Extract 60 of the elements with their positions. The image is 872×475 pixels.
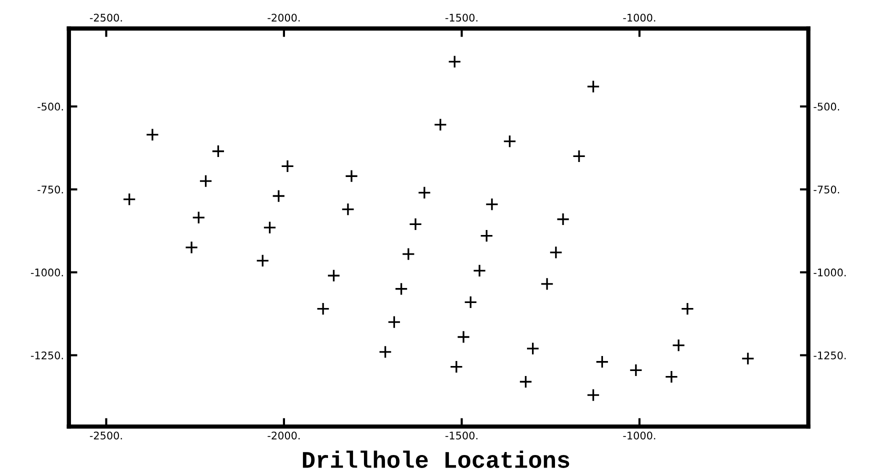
point [263,220,276,234]
point [256,254,270,268]
point [434,118,448,132]
point [122,192,136,206]
point [556,212,570,226]
y-tick-label: -500. [38,102,63,111]
point [485,198,499,211]
point [408,218,422,231]
x-tick-label: -1500. [445,432,478,440]
point [680,302,694,316]
point [402,247,416,261]
point [596,355,609,369]
text: Drillhole Locations [302,450,570,468]
point [280,160,294,173]
point [388,315,401,329]
point [456,330,470,344]
point [146,128,160,142]
x2-tick-label: -2500. [90,14,122,22]
y2-tick-label: -500. [814,102,840,111]
point [394,282,408,296]
point [540,277,554,291]
x2-tick-label: -1000. [623,14,656,22]
point [192,210,206,224]
point [184,240,198,254]
point [344,169,358,183]
point [586,80,600,94]
point [519,375,532,388]
point [664,370,678,384]
point [629,364,643,377]
y-tick-label: -1000. [30,268,63,276]
point [448,55,462,68]
y-tick-label: -750. [38,186,63,194]
point [503,134,516,148]
point [378,345,392,359]
y2-tick-label: -750. [814,186,840,194]
point [526,342,540,356]
point [199,174,212,188]
point [572,150,586,163]
point [472,264,486,278]
point [549,246,563,260]
point [464,296,478,309]
point [327,268,340,282]
point [418,186,432,200]
point [450,360,464,374]
y-tick-label: -1250. [30,351,63,360]
x-tick-label: -1000. [623,432,656,440]
point [272,189,286,203]
point [212,144,225,158]
x-tick-label: -2000. [268,432,300,440]
point [672,338,686,352]
y2-tick-label: -1250. [814,351,846,360]
y2-tick-label: -1000. [814,268,846,276]
point [341,202,355,216]
x-tick-label: -2500. [90,432,122,440]
x2-tick-label: -1500. [445,14,478,22]
x2-tick-label: -2000. [268,14,300,22]
point [480,229,494,242]
point [741,352,755,366]
point [316,302,330,316]
point [586,388,600,402]
